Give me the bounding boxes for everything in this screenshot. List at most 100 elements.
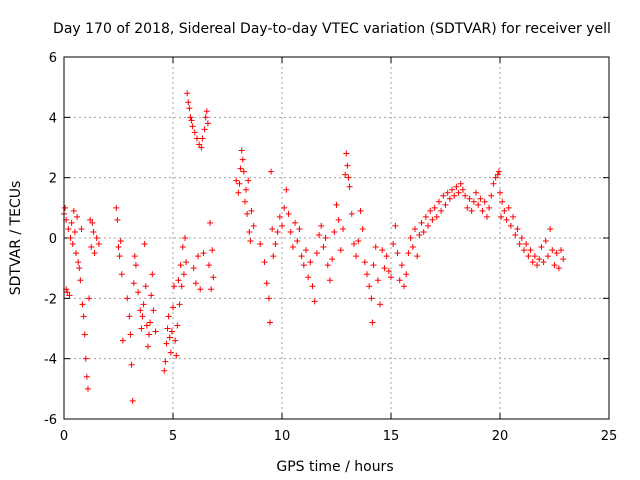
data-point — [86, 295, 93, 302]
data-point — [374, 277, 381, 284]
data-point — [171, 283, 178, 290]
data-point — [344, 162, 351, 169]
data-point — [553, 250, 560, 257]
data-point — [267, 319, 274, 326]
data-point — [534, 262, 541, 269]
data-point — [147, 319, 154, 326]
data-point — [313, 250, 320, 257]
x-tick-label: 25 — [601, 429, 618, 444]
data-point — [446, 195, 453, 202]
data-point — [141, 241, 148, 248]
data-point — [263, 280, 270, 287]
data-point — [268, 168, 275, 175]
data-point — [119, 337, 126, 344]
y-tick-label: 0 — [49, 232, 57, 247]
data-point — [172, 337, 179, 344]
data-point — [414, 253, 421, 260]
data-point — [405, 250, 412, 257]
data-point — [272, 241, 279, 248]
data-point — [499, 198, 506, 205]
data-point — [316, 231, 323, 238]
data-point — [311, 298, 318, 305]
data-point — [453, 183, 460, 190]
data-point — [337, 247, 344, 254]
data-point — [498, 213, 505, 220]
data-point — [425, 222, 432, 229]
data-point — [302, 247, 309, 254]
data-point — [93, 235, 100, 241]
data-point — [333, 201, 340, 208]
data-point — [132, 262, 139, 269]
data-point — [296, 225, 303, 232]
data-point — [276, 213, 283, 220]
data-point — [80, 313, 87, 320]
data-point — [199, 135, 206, 142]
data-point — [285, 210, 292, 217]
data-point — [117, 238, 124, 245]
y-axis-label: SDTVAR / TECUs — [8, 181, 24, 296]
data-point — [353, 253, 360, 260]
data-point — [549, 247, 556, 254]
data-point — [79, 301, 86, 308]
data-point — [190, 265, 197, 272]
data-point — [177, 262, 184, 269]
data-point — [514, 225, 521, 232]
data-point — [118, 271, 125, 278]
data-point — [516, 241, 523, 248]
data-point — [127, 331, 134, 338]
data-point — [193, 135, 200, 142]
data-point — [173, 352, 180, 359]
data-point — [466, 195, 473, 202]
data-point — [462, 192, 469, 199]
data-point — [142, 283, 149, 290]
data-point — [161, 367, 168, 374]
y-tick-label: 4 — [49, 111, 57, 126]
data-point — [89, 219, 96, 226]
data-point — [91, 250, 98, 257]
data-point — [307, 259, 314, 266]
data-point — [497, 189, 503, 196]
data-point — [560, 256, 567, 263]
data-point — [261, 259, 268, 266]
data-point — [459, 186, 466, 193]
data-point — [361, 259, 368, 266]
data-point — [318, 222, 325, 229]
data-point — [74, 213, 81, 220]
data-point — [130, 280, 137, 287]
data-point — [195, 253, 202, 260]
data-point — [422, 213, 429, 220]
data-point — [381, 265, 388, 272]
data-point — [233, 177, 240, 184]
data-point — [163, 340, 170, 347]
data-point — [192, 280, 199, 287]
data-point — [66, 292, 73, 299]
data-point — [126, 313, 133, 320]
data-point — [257, 241, 264, 248]
data-point — [377, 301, 384, 308]
data-point — [244, 210, 251, 217]
data-point — [150, 307, 157, 314]
data-point — [481, 198, 488, 205]
data-point — [494, 171, 501, 178]
data-point — [355, 238, 362, 245]
plot-frame — [63, 56, 610, 420]
data-point — [131, 253, 138, 260]
x-axis-label: GPS time / hours — [276, 459, 393, 475]
data-point — [444, 189, 451, 196]
data-point — [503, 216, 510, 223]
data-point — [335, 216, 342, 223]
data-point — [518, 235, 525, 241]
data-point — [202, 114, 209, 121]
data-point — [547, 225, 554, 232]
data-point — [488, 192, 495, 199]
data-point — [483, 213, 490, 220]
y-tick-label: -4 — [44, 353, 57, 368]
data-point — [527, 247, 534, 254]
data-point — [77, 277, 84, 284]
data-point — [186, 105, 193, 112]
data-point — [165, 313, 172, 320]
data-point — [431, 204, 438, 211]
data-point — [520, 247, 527, 254]
data-point — [62, 204, 69, 211]
data-point — [309, 283, 316, 290]
